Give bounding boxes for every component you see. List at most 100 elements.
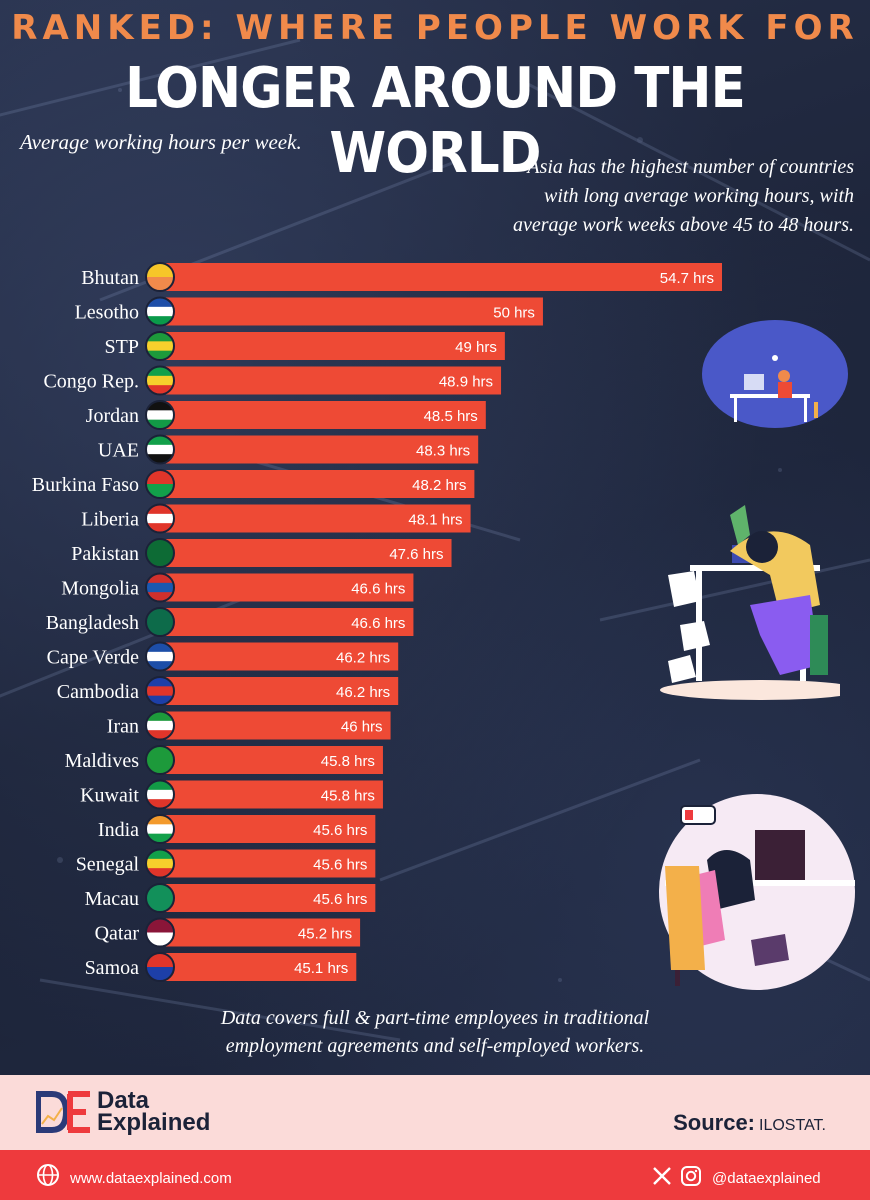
value-label: 47.6 hrs xyxy=(389,546,443,563)
bar-iran xyxy=(162,711,391,740)
bar-uae xyxy=(162,435,479,464)
category-label: Bhutan xyxy=(81,267,139,289)
source-value: ILOSTAT. xyxy=(759,1117,826,1134)
flag-qatar-icon xyxy=(145,917,175,948)
footnote: Data covers full & part-time employees i… xyxy=(0,1004,870,1060)
main-title: LONGER AROUND THE WORLD xyxy=(125,56,746,186)
category-label: Mongolia xyxy=(61,578,139,600)
flag-kuwait-icon xyxy=(145,779,175,810)
category-label: UAE xyxy=(98,440,139,462)
flag-maldives-icon xyxy=(145,745,175,775)
value-label: 48.2 hrs xyxy=(412,477,466,494)
flag-bhutan-icon xyxy=(145,262,175,292)
flag-burkina-faso-icon xyxy=(145,469,175,499)
value-label: 45.6 hrs xyxy=(313,822,367,839)
flag-samoa-icon xyxy=(145,952,175,982)
flag-mongolia-icon xyxy=(145,572,175,603)
value-label: 45.2 hrs xyxy=(298,926,352,943)
insight-note: Asia has the highest number of countries… xyxy=(414,153,854,240)
value-label: 45.8 hrs xyxy=(321,753,375,770)
bar-lesotho xyxy=(162,297,543,326)
bar-senegal xyxy=(162,849,376,878)
flag-india-icon xyxy=(145,814,175,844)
value-label: 46.2 hrs xyxy=(336,684,390,701)
bar-kuwait xyxy=(162,780,383,809)
value-label: 50 hrs xyxy=(493,305,535,322)
value-label: 48.3 hrs xyxy=(416,443,470,460)
footnote-line: Data covers full & part-time employees i… xyxy=(220,1007,650,1029)
insight-note-line: average work weeks above 45 to 48 hours. xyxy=(512,214,854,236)
footer-social-bar xyxy=(0,1150,870,1200)
category-label: Pakistan xyxy=(71,543,139,565)
category-label: Liberia xyxy=(81,509,139,531)
value-label: 45.6 hrs xyxy=(313,891,367,908)
bar-cambodia xyxy=(162,677,399,705)
category-label: Congo Rep. xyxy=(43,371,139,393)
value-label: 54.7 hrs xyxy=(660,270,714,287)
globe-icon xyxy=(37,1164,59,1186)
tired-worker-illustration xyxy=(660,505,840,700)
category-label: Senegal xyxy=(76,854,140,876)
bar-cape-verde xyxy=(162,642,399,671)
bar-bhutan xyxy=(162,263,722,291)
bar-pakistan xyxy=(162,539,452,567)
value-label: 45.6 hrs xyxy=(313,857,367,874)
value-label: 48.5 hrs xyxy=(424,408,478,425)
category-label: Burkina Faso xyxy=(32,474,139,496)
value-label: 46.6 hrs xyxy=(351,615,405,632)
category-label: Macau xyxy=(85,888,139,910)
bar-stp xyxy=(162,332,505,360)
category-label: STP xyxy=(105,336,139,358)
bar-liberia xyxy=(162,504,471,533)
value-label: 45.8 hrs xyxy=(321,788,375,805)
data-explained-logo-icon xyxy=(36,1091,90,1133)
brand-line: Explained xyxy=(97,1109,211,1136)
category-label: Jordan xyxy=(86,405,139,427)
value-label: 49 hrs xyxy=(455,339,497,356)
value-label: 48.9 hrs xyxy=(439,374,493,391)
bar-congo-rep xyxy=(162,366,502,395)
bar-burkina-faso xyxy=(162,470,475,498)
category-label: Cambodia xyxy=(57,681,139,703)
bar-chart: 54.7 hrs Bhutan 50 hrs Lesotho 49 hrs STP 48.9… xyxy=(32,262,722,982)
instagram-icon[interactable] xyxy=(680,1165,702,1187)
flag-cape-verde-icon xyxy=(145,641,175,672)
category-label: Kuwait xyxy=(80,785,139,807)
website-link[interactable]: www.dataexplained.com xyxy=(70,1170,232,1187)
desk-workers-illustration xyxy=(702,320,848,428)
flag-macau-icon xyxy=(145,883,175,913)
flag-uae-icon xyxy=(145,434,175,465)
brand-line: Data xyxy=(97,1087,150,1114)
category-label: Samoa xyxy=(85,957,140,979)
flag-stp-icon xyxy=(145,331,175,361)
brand-name: Data Explained xyxy=(97,1087,211,1136)
x-logo-icon[interactable] xyxy=(652,1166,672,1186)
kicker-title: RANKED: WHERE PEOPLE WORK FOR xyxy=(11,8,859,48)
source-label: Source: xyxy=(673,1110,756,1135)
value-label: 45.1 hrs xyxy=(294,960,348,977)
flag-lesotho-icon xyxy=(145,296,175,327)
social-handle[interactable]: @dataexplained xyxy=(712,1170,821,1187)
footer-brand-bar xyxy=(0,1075,870,1150)
flag-liberia-icon xyxy=(145,503,175,534)
category-label: India xyxy=(98,819,139,841)
subtitle: Average working hours per week. xyxy=(20,130,302,154)
bar-jordan xyxy=(162,401,486,429)
source-credit: Source: ILOSTAT. xyxy=(673,1110,826,1136)
bar-bangladesh xyxy=(162,608,414,636)
category-label: Iran xyxy=(107,716,139,738)
insight-note-line: with long average working hours, with xyxy=(544,185,854,207)
value-label: 46 hrs xyxy=(341,719,383,736)
bar-samoa xyxy=(162,953,357,981)
footnote-line: employment agreements and self-employed … xyxy=(225,1035,645,1057)
value-label: 46.2 hrs xyxy=(336,650,390,667)
insight-note-line: Asia has the highest number of countries xyxy=(527,156,854,178)
flag-iran-icon xyxy=(145,710,175,741)
bar-mongolia xyxy=(162,573,414,602)
sleeping-worker-illustration xyxy=(659,794,855,990)
flag-pakistan-icon xyxy=(145,538,175,568)
flag-senegal-icon xyxy=(145,848,175,879)
flag-cambodia-icon xyxy=(145,676,175,706)
category-label: Qatar xyxy=(95,923,140,945)
